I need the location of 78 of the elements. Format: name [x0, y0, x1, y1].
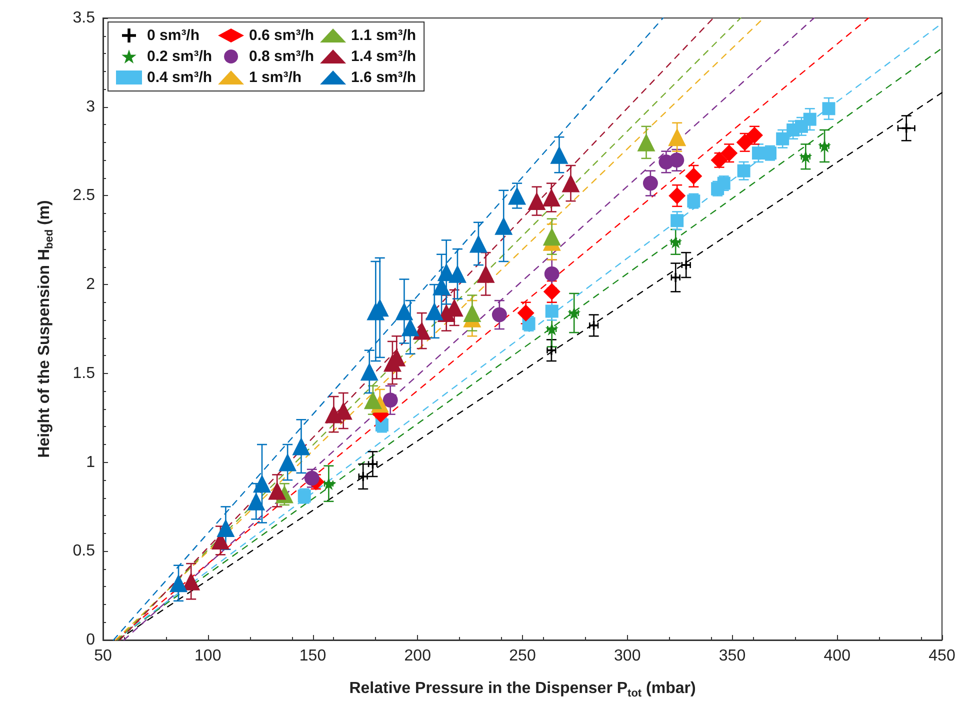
y-tick-label: 0.5 — [72, 542, 96, 560]
point — [562, 174, 580, 192]
legend-label: 1 sm³/h — [249, 69, 302, 86]
x-tick-label: 150 — [299, 648, 326, 664]
point — [448, 264, 466, 283]
point — [292, 437, 310, 456]
point — [395, 302, 414, 320]
point — [401, 318, 420, 336]
legend-label: 1.4 sm³/h — [351, 48, 416, 65]
point — [736, 134, 754, 151]
y-tick-label: 1 — [86, 454, 96, 471]
point — [382, 392, 398, 408]
y-axis-title: Height of the Suspension Hbed (m) — [36, 200, 56, 458]
point — [360, 362, 378, 381]
point — [545, 322, 558, 336]
point — [642, 176, 658, 191]
point — [669, 235, 682, 248]
legend-label: 1.1 sm³/h — [351, 27, 416, 44]
point — [476, 264, 495, 283]
point — [668, 187, 686, 204]
y-tick-label: 1.5 — [72, 364, 96, 382]
x-tick-label: 100 — [194, 648, 222, 664]
point — [545, 304, 558, 318]
point — [544, 266, 560, 282]
x-tick-label: 400 — [824, 648, 851, 664]
legend-label: 1.6 sm³/h — [351, 69, 416, 86]
point — [528, 192, 546, 210]
x-tick-label: 50 — [94, 648, 112, 664]
point — [469, 234, 488, 253]
point — [278, 453, 297, 472]
point — [247, 492, 266, 510]
legend-label: 0.4 sm³/h — [147, 69, 212, 86]
y-tick-label: 3 — [86, 98, 96, 116]
point — [322, 477, 336, 490]
point — [685, 168, 702, 185]
point — [803, 112, 816, 126]
point — [170, 574, 188, 592]
x-tick-label: 450 — [928, 648, 956, 664]
point — [412, 322, 431, 340]
point — [517, 304, 534, 322]
y-tick-label: 2 — [86, 276, 96, 294]
point — [799, 150, 812, 164]
point — [669, 152, 684, 168]
point — [568, 306, 581, 320]
point — [720, 144, 738, 162]
point — [182, 572, 200, 590]
legend-label: 0.6 sm³/h — [249, 27, 314, 44]
point — [737, 164, 750, 178]
y-tick-label: 3.5 — [72, 10, 96, 26]
point — [268, 482, 286, 500]
point — [542, 228, 561, 246]
x-tick-label: 350 — [718, 648, 746, 664]
point — [463, 304, 482, 322]
point — [668, 128, 686, 146]
x-tick-label: 200 — [404, 648, 432, 664]
point — [508, 186, 526, 205]
point — [252, 474, 271, 493]
point — [822, 102, 836, 116]
y-tick-label: 2.5 — [72, 187, 96, 204]
point — [710, 152, 728, 169]
point — [550, 146, 568, 164]
point — [216, 519, 235, 538]
point — [637, 133, 656, 152]
legend-label: 0.2 sm³/h — [147, 48, 212, 65]
point — [818, 139, 832, 152]
point — [364, 391, 382, 410]
x-tick-label: 300 — [614, 648, 641, 664]
legend-label: 0.8 sm³/h — [249, 48, 314, 65]
legend-label: 0 sm³/h — [147, 27, 200, 44]
point — [543, 283, 560, 300]
point — [542, 188, 560, 206]
point — [670, 214, 684, 228]
point — [425, 302, 444, 320]
point — [776, 132, 790, 146]
x-tick-label: 250 — [509, 648, 536, 664]
point — [492, 307, 507, 322]
point — [494, 216, 513, 235]
y-tick-label: 0 — [86, 632, 96, 648]
